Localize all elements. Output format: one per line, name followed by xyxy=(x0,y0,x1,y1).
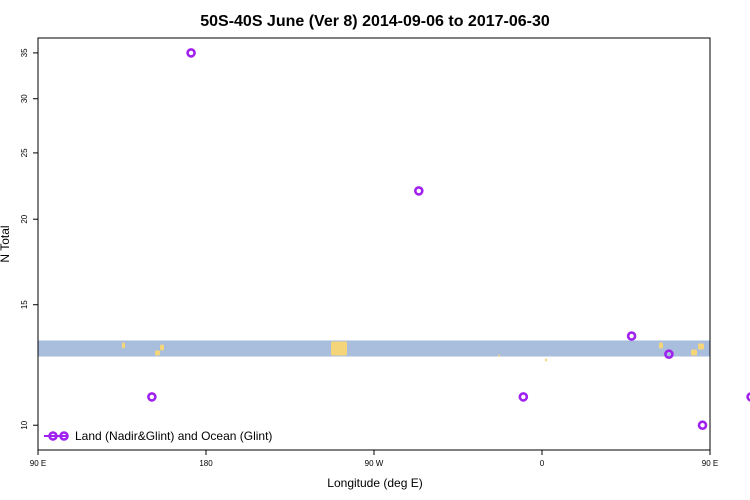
land-patch-4 xyxy=(498,354,500,357)
y-axis: 10 15 20 25 30 35 xyxy=(20,48,38,430)
x-tick-label-3: 0 xyxy=(540,459,545,468)
y-tick-label-0: 10 xyxy=(20,420,29,429)
map-band xyxy=(38,340,710,362)
legend-marker-1 xyxy=(48,431,58,441)
y-axis-label: N Total xyxy=(0,225,12,262)
land-patch-2 xyxy=(160,344,164,351)
x-tick-label-2: 90 W xyxy=(365,459,384,468)
x-tick-label-0: 90 E xyxy=(30,459,46,468)
x-tick-label-4: 90 E xyxy=(702,459,718,468)
chart-title: 50S-40S June (Ver 8) 2014-09-06 to 2017-… xyxy=(200,13,550,30)
y-tick-label-1: 15 xyxy=(20,300,29,309)
legend-marker-2 xyxy=(59,431,69,441)
data-point-0-2 xyxy=(413,186,424,196)
land-patch-3 xyxy=(331,341,347,356)
y-tick-label-2: 20 xyxy=(20,214,29,223)
data-points xyxy=(147,48,750,431)
x-axis: 90 E 180 90 W 0 90 E xyxy=(30,450,718,468)
y-tick-label-5: 35 xyxy=(20,48,29,57)
data-point-0-7 xyxy=(746,392,750,402)
data-point-0-0 xyxy=(147,392,157,402)
legend: Land (Nadir&Glint) and Ocean (Glint) xyxy=(44,429,272,443)
land-patch-8 xyxy=(698,343,704,350)
x-axis-label: Longitude (deg E) xyxy=(327,476,422,490)
y-tick-label-3: 25 xyxy=(20,148,29,157)
land-patch-5 xyxy=(545,358,547,362)
data-point-0-5 xyxy=(664,349,674,359)
land-patch-0 xyxy=(122,342,125,349)
data-point-0-3 xyxy=(518,392,529,402)
data-point-0-6 xyxy=(697,420,708,431)
land-patch-6 xyxy=(659,342,663,349)
legend-label: Land (Nadir&Glint) and Ocean (Glint) xyxy=(75,429,272,443)
plot-frame xyxy=(37,37,711,451)
x-tick-label-1: 180 xyxy=(199,459,213,468)
plot-area xyxy=(38,38,710,450)
ocean-band xyxy=(38,340,710,357)
land-patch-7 xyxy=(691,349,697,356)
data-point-0-1 xyxy=(186,48,196,58)
data-point-0-4 xyxy=(626,331,637,341)
y-tick-label-4: 30 xyxy=(20,94,29,103)
land-patch-1 xyxy=(155,350,160,356)
